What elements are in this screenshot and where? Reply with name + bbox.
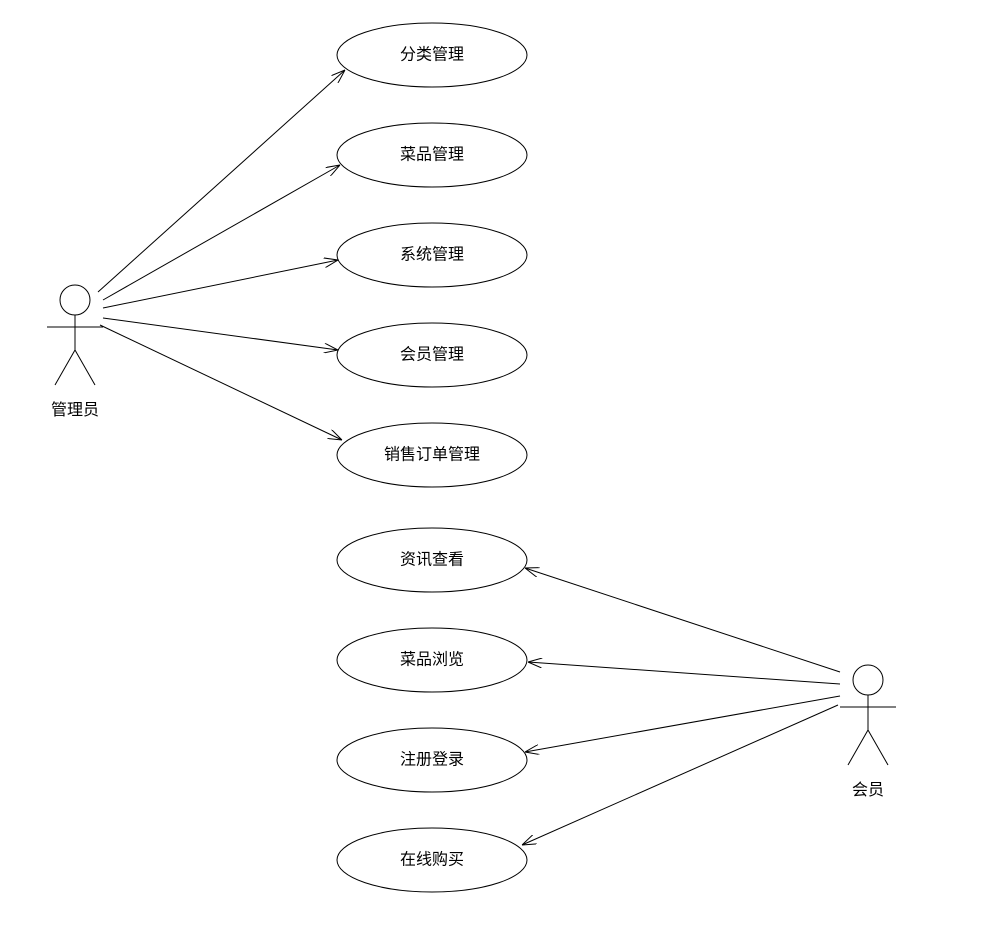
usecase-label: 销售订单管理 (384, 446, 480, 464)
usecase-label: 注册登录 (400, 751, 464, 769)
actor-label: 会员 (852, 781, 884, 799)
usecase-label: 菜品管理 (400, 146, 464, 164)
usecase-uc4: 会员管理 (337, 323, 527, 387)
edge-admin-uc3 (103, 260, 338, 308)
usecase-label: 系统管理 (400, 246, 464, 264)
usecase-uc6: 资讯查看 (337, 528, 527, 592)
usecase-label: 资讯查看 (400, 551, 464, 569)
usecase-uc3: 系统管理 (337, 223, 527, 287)
usecase-label: 分类管理 (400, 46, 464, 64)
actor-label: 管理员 (51, 401, 99, 419)
edge-member-uc7 (528, 662, 840, 684)
usecase-label: 会员管理 (400, 346, 464, 364)
usecase-uc7: 菜品浏览 (337, 628, 527, 692)
usecase-uc1: 分类管理 (337, 23, 527, 87)
edge-member-uc9 (522, 705, 838, 845)
edge-admin-uc1 (98, 70, 345, 292)
usecase-uc8: 注册登录 (337, 728, 527, 792)
usecase-uc9: 在线购买 (337, 828, 527, 892)
actor-admin: 管理员 (47, 285, 103, 419)
edge-admin-uc4 (103, 318, 338, 350)
edge-admin-uc5 (100, 325, 342, 440)
usecase-label: 在线购买 (400, 851, 464, 869)
usecase-uc2: 菜品管理 (337, 123, 527, 187)
edge-member-uc6 (525, 568, 840, 672)
usecase-uc5: 销售订单管理 (337, 423, 527, 487)
use-case-diagram: 分类管理菜品管理系统管理会员管理销售订单管理资讯查看菜品浏览注册登录在线购买 管理… (0, 0, 984, 927)
actor-member: 会员 (840, 665, 896, 799)
usecase-label: 菜品浏览 (400, 651, 464, 669)
edge-admin-uc2 (103, 165, 340, 300)
edge-member-uc8 (525, 696, 840, 752)
